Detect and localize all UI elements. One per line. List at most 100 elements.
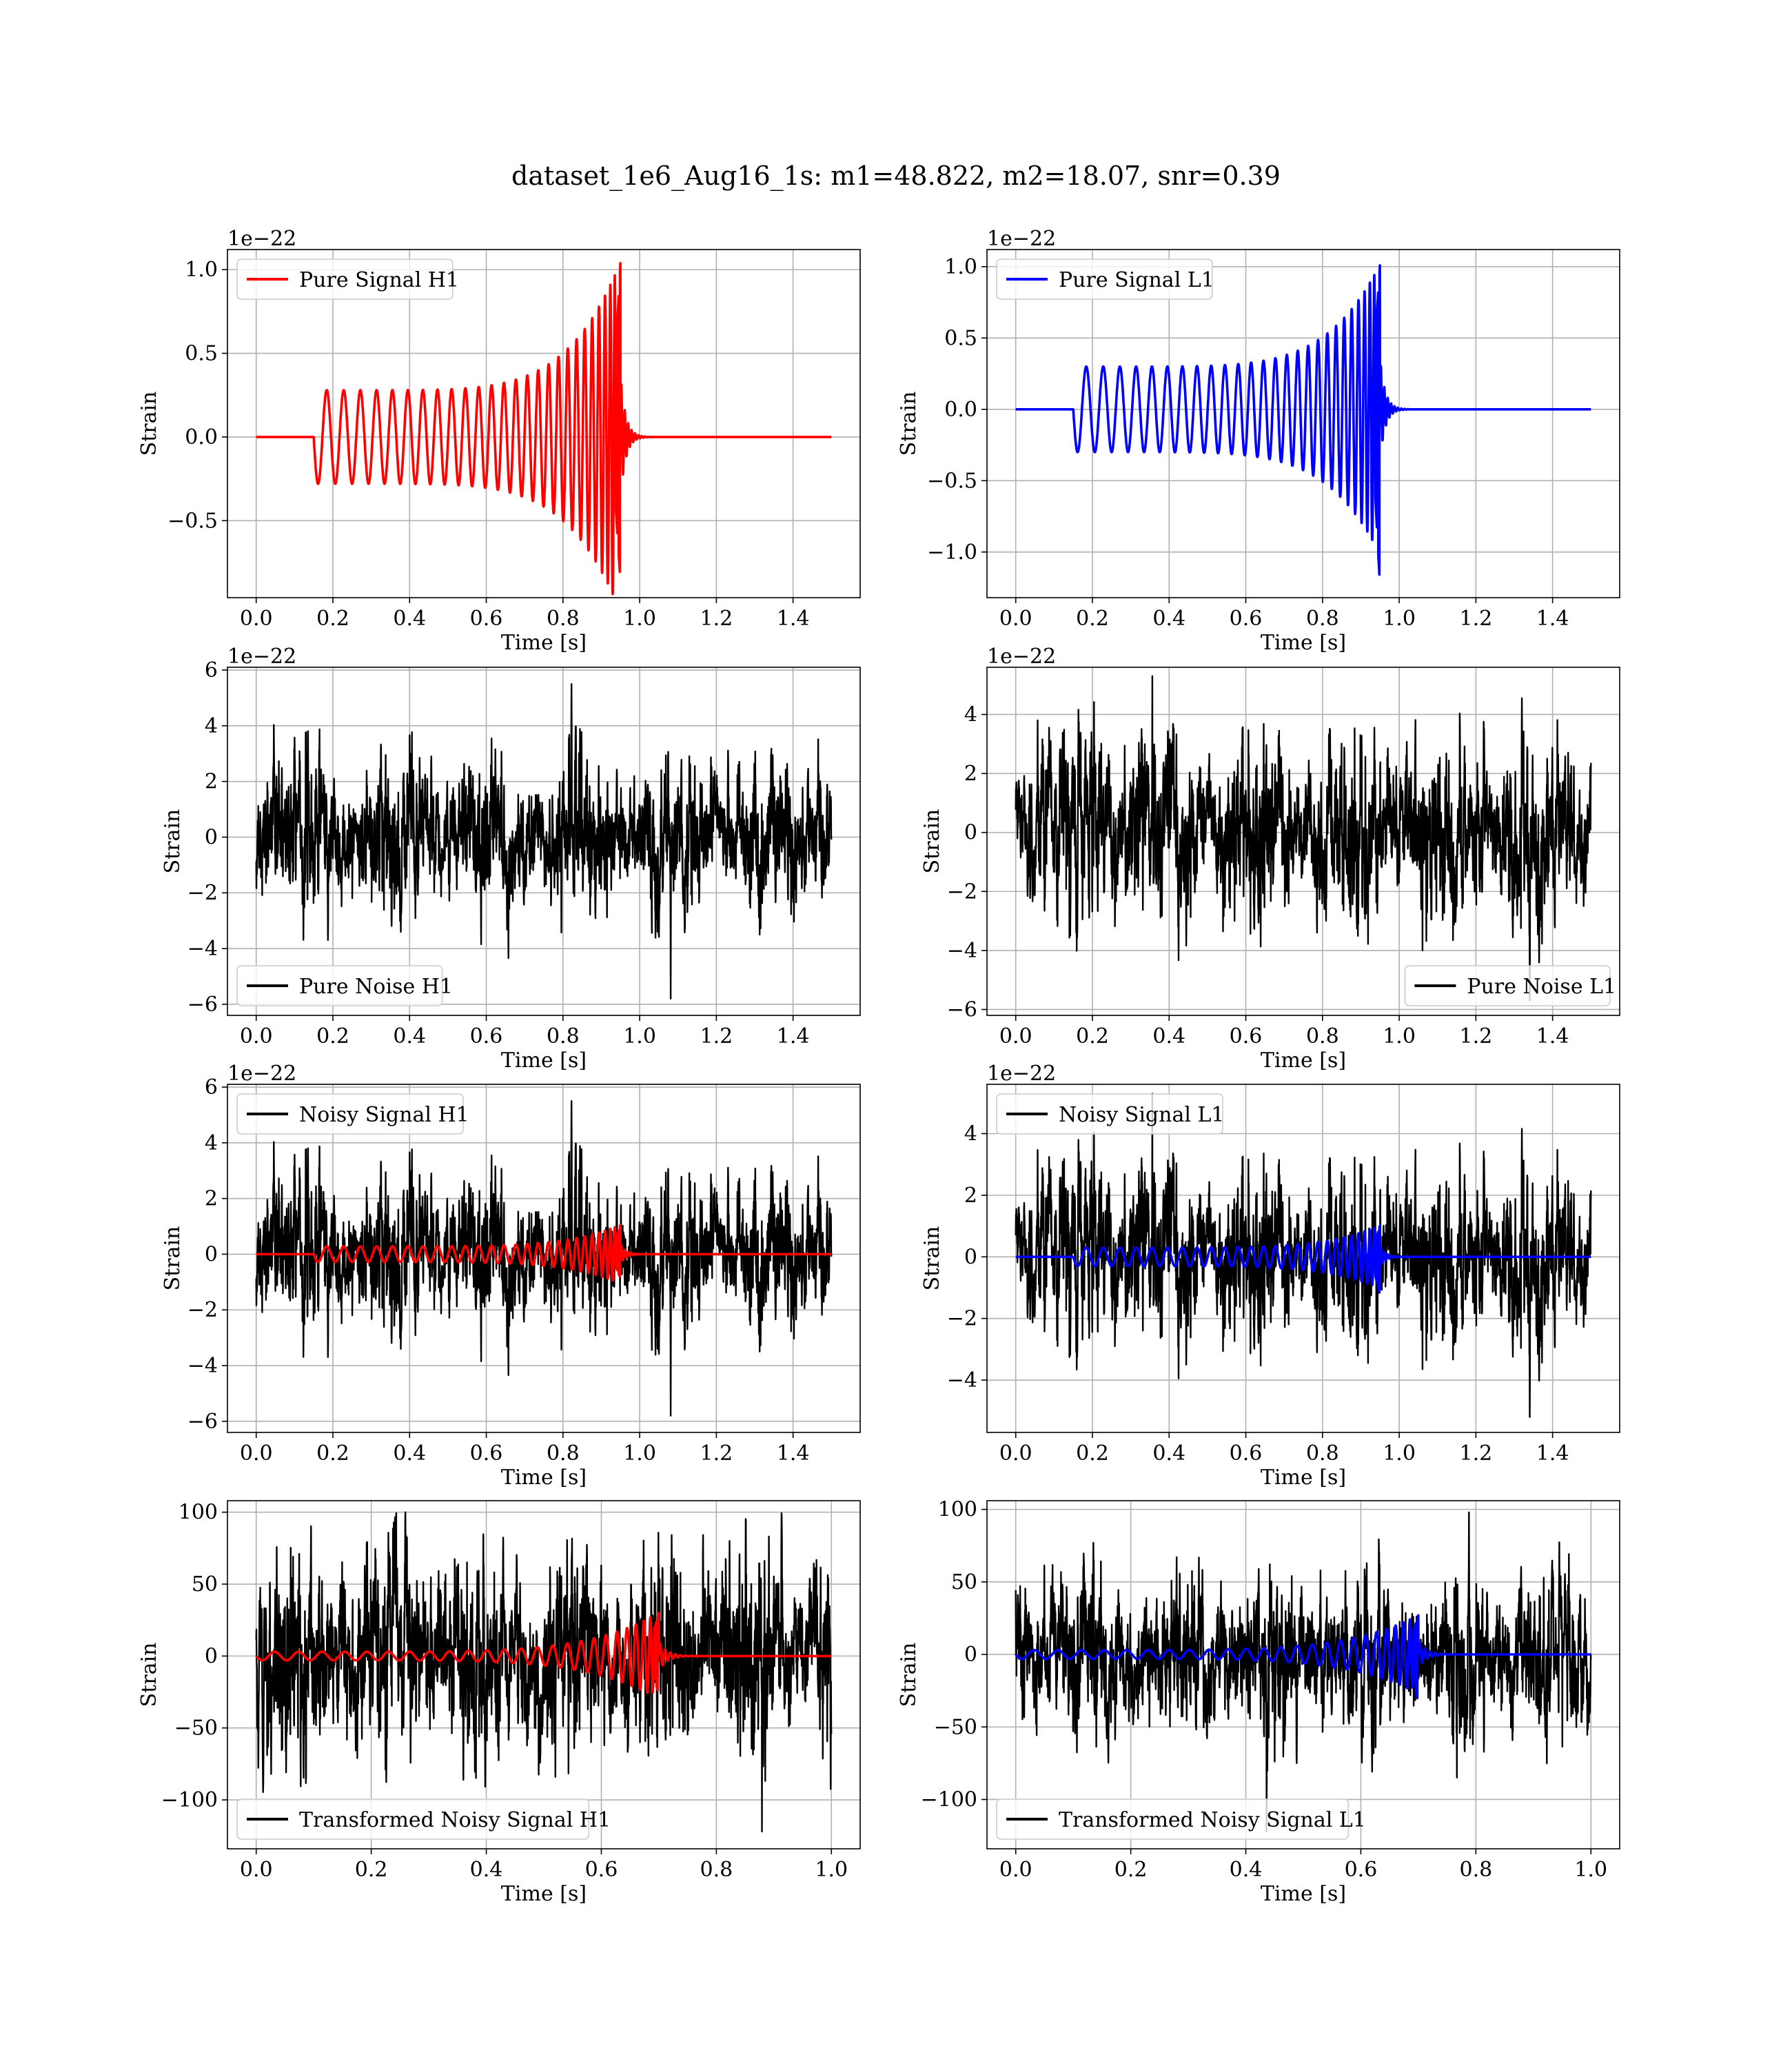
- y-tick-label: −4: [187, 937, 218, 961]
- y-tick-label: 6: [205, 658, 218, 682]
- y-tick-label: −6: [947, 997, 977, 1022]
- y-tick-label: 0: [964, 1643, 977, 1667]
- tick-group: 0.0 0.2 0.4 0.6 0.8 1.0 1.2 1.4 −6 −4 −2 0 2 4 6: [187, 1075, 810, 1466]
- y-tick-label: 4: [964, 1122, 977, 1146]
- y-tick-label: 0: [205, 1644, 218, 1668]
- y-axis-label: Strain: [137, 392, 161, 456]
- legend: Pure Signal H1: [236, 258, 459, 300]
- axes-frame: [986, 667, 1620, 1016]
- subplot-transformed-noisy-signal-l1: 0.0 0.2 0.4 0.6 0.8 1.0 −100 −50 0 50 100 Time [s] S…: [897, 1498, 1620, 1906]
- y-tick-label: 0: [205, 1242, 218, 1266]
- y-tick-label: −2: [947, 880, 977, 904]
- x-tick-label: 0.4: [393, 607, 426, 631]
- tick-group: 0.0 0.2 0.4 0.6 0.8 1.0 1.2 1.4 −1.0 −0.5 0.0 0.5 1.…: [927, 255, 1569, 631]
- axes-frame: [986, 1500, 1620, 1849]
- x-tick-label: 0.8: [1306, 1024, 1339, 1048]
- tick-group: 0.0 0.2 0.4 0.6 0.8 1.0 1.2 1.4 −6 −4 −2 0 2 4: [947, 702, 1569, 1048]
- x-axis-label: Time [s]: [1261, 631, 1346, 655]
- series-line-overlay-1: [1015, 1224, 1592, 1294]
- legend-label: Noisy Signal L1: [1059, 1103, 1224, 1127]
- y-tick-label: −0.5: [927, 469, 977, 493]
- y-offset-text: 1e−22: [987, 1062, 1056, 1086]
- x-axis-label: Time [s]: [1261, 1882, 1346, 1906]
- x-tick-label: 0.0: [240, 607, 273, 631]
- legend-box: [996, 258, 1213, 300]
- subplot-transformed-noisy-signal-h1: 0.0 0.2 0.4 0.6 0.8 1.0 −100 −50 0 50 100 Time [s] S…: [137, 1500, 861, 1906]
- series-line-transformed-noisy-signal-l1: [1015, 1511, 1592, 1833]
- y-offset-text: 1e−22: [227, 645, 296, 669]
- y-offset-text: 1e−22: [987, 645, 1056, 669]
- y-tick-label: −4: [947, 1368, 977, 1392]
- x-tick-label: 0.2: [1076, 1441, 1109, 1466]
- legend: Noisy Signal H1: [236, 1093, 469, 1135]
- x-tick-label: 1.4: [1536, 1441, 1569, 1466]
- axes-frame: [227, 667, 861, 1016]
- x-tick-label: 0.2: [1076, 607, 1109, 631]
- legend-box: [236, 258, 454, 300]
- y-axis-label: Strain: [137, 1643, 161, 1707]
- x-tick-label: 0.0: [999, 1441, 1032, 1466]
- series-line-pure-noise-l1: [1015, 675, 1592, 1002]
- y-tick-label: 100: [179, 1501, 218, 1525]
- x-axis-label: Time [s]: [1261, 1048, 1346, 1073]
- x-tick-label: 1.4: [1536, 607, 1569, 631]
- y-offset-text: 1e−22: [227, 1062, 296, 1086]
- y-tick-label: −2: [187, 1298, 218, 1322]
- y-tick-label: −50: [174, 1716, 218, 1741]
- tick-group: 0.0 0.2 0.4 0.6 0.8 1.0 1.2 1.4 −6 −4 −2 0 2 4 6: [187, 658, 810, 1048]
- x-tick-label: 1.2: [1460, 607, 1493, 631]
- y-axis-label: Strain: [897, 1643, 921, 1707]
- y-offset-text: 1e−22: [227, 227, 296, 251]
- legend-label: Pure Signal H1: [299, 268, 459, 292]
- legend-box: [236, 965, 443, 1006]
- x-axis-label: Time [s]: [501, 1882, 587, 1906]
- x-tick-label: 0.6: [1345, 1858, 1378, 1882]
- x-tick-label: 1.0: [1574, 1858, 1607, 1882]
- y-offset-text: 1e−22: [987, 227, 1056, 251]
- series-group: [255, 1099, 833, 1417]
- legend-label: Pure Signal L1: [1059, 268, 1214, 292]
- y-axis-label: Strain: [161, 809, 185, 874]
- x-tick-label: 0.8: [547, 607, 580, 631]
- series-group: [1015, 675, 1592, 1002]
- y-tick-label: 0.5: [185, 342, 218, 366]
- legend: Pure Noise H1: [236, 965, 453, 1006]
- y-axis-label: Strain: [920, 1226, 944, 1291]
- y-tick-label: −2: [947, 1307, 977, 1331]
- legend-label: Transformed Noisy Signal L1: [1059, 1808, 1366, 1832]
- series-line-overlay-1: [255, 1224, 833, 1282]
- y-tick-label: 2: [205, 1187, 218, 1211]
- x-tick-label: 1.2: [700, 1024, 733, 1048]
- y-tick-label: 0.0: [944, 398, 977, 422]
- x-tick-label: 0.2: [316, 1024, 349, 1048]
- x-tick-label: 0.2: [316, 1441, 349, 1466]
- y-tick-label: −6: [187, 993, 218, 1017]
- x-tick-label: 0.0: [240, 1441, 273, 1466]
- x-tick-label: 1.0: [1383, 1441, 1416, 1466]
- series-line-overlay-1: [255, 1612, 833, 1694]
- axes-frame: [227, 249, 861, 598]
- x-axis-label: Time [s]: [501, 631, 587, 655]
- y-tick-label: 2: [964, 762, 977, 786]
- x-tick-label: 0.0: [240, 1858, 273, 1882]
- tick-group: 0.0 0.2 0.4 0.6 0.8 1.0 1.2 1.4 −0.5 0.0 0.5 1.0: [167, 258, 809, 631]
- y-tick-label: 1.0: [944, 255, 977, 279]
- x-tick-label: 0.6: [470, 1441, 503, 1466]
- x-tick-label: 0.0: [999, 1858, 1032, 1882]
- x-tick-label: 0.8: [1306, 607, 1339, 631]
- subplot-grid: 0.0 0.2 0.4 0.6 0.8 1.0 1.2 1.4 −0.5 0.0 0.5 1.0 1e−…: [137, 227, 1620, 1906]
- subplot-pure-noise-h1: 0.0 0.2 0.4 0.6 0.8 1.0 1.2 1.4 −6 −4 −2 0 2 4 6 1e−22 T…: [161, 645, 861, 1073]
- x-tick-label: 0.6: [1230, 1441, 1263, 1466]
- x-tick-label: 0.6: [470, 1024, 503, 1048]
- series-group: [255, 1511, 833, 1833]
- x-tick-label: 0.6: [470, 607, 503, 631]
- subplot-pure-signal-l1: 0.0 0.2 0.4 0.6 0.8 1.0 1.2 1.4 −1.0 −0.5 0.0 0.5 1.…: [897, 227, 1620, 655]
- legend: Transformed Noisy Signal L1: [996, 1798, 1366, 1840]
- legend-label: Pure Noise L1: [1467, 975, 1616, 999]
- x-tick-label: 0.8: [1306, 1441, 1339, 1466]
- y-tick-label: −0.5: [167, 509, 218, 533]
- y-axis-label: Strain: [161, 1226, 185, 1291]
- x-tick-label: 0.6: [585, 1858, 618, 1882]
- x-tick-label: 1.4: [1536, 1024, 1569, 1048]
- legend-label: Transformed Noisy Signal H1: [299, 1808, 611, 1832]
